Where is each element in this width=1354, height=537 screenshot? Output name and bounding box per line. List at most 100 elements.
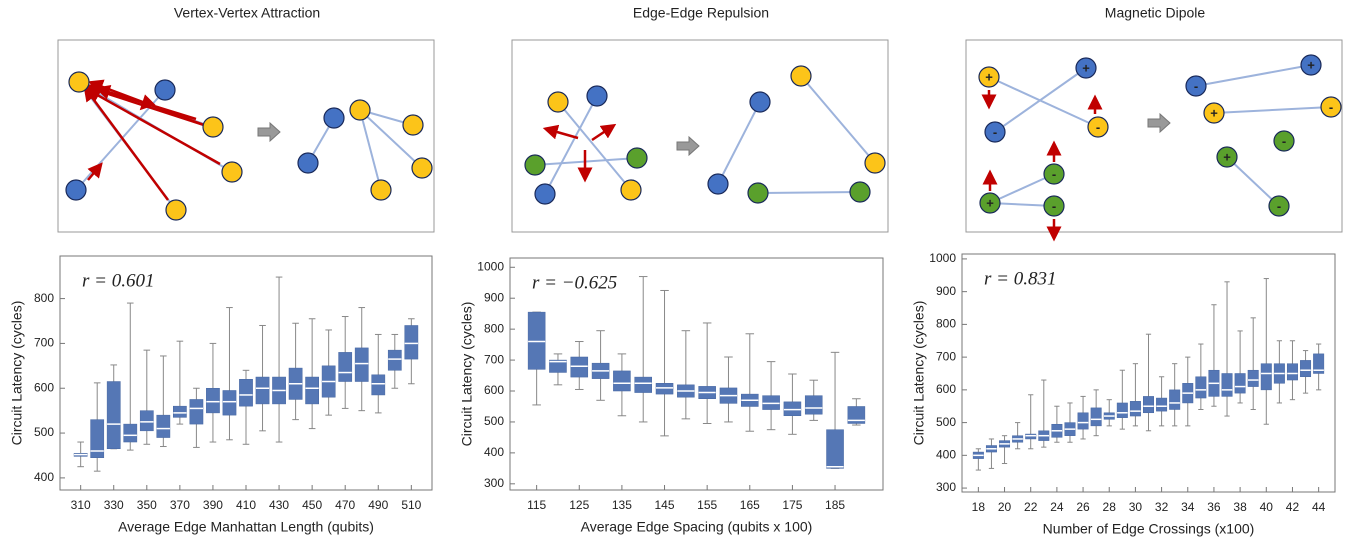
plot-frame: [509, 257, 884, 491]
y-tick-label: 600: [34, 380, 54, 394]
x-tick-label: 44: [1312, 500, 1326, 514]
node: [1273, 130, 1295, 152]
annotation: r = −0.625: [532, 272, 617, 293]
x-tick-label: 430: [269, 498, 289, 512]
box: [189, 399, 204, 425]
plot-frame: [961, 253, 1336, 493]
box: [404, 325, 419, 360]
node: [707, 173, 729, 195]
y-tick-label: 900: [484, 290, 504, 304]
node-sign: -: [1052, 198, 1056, 213]
node: [411, 157, 433, 179]
x-tick-label: 490: [368, 498, 388, 512]
edge: [544, 95, 598, 195]
node: [1320, 96, 1342, 118]
y-axis-label: Circuit Latency (cycles): [911, 301, 927, 446]
box: [123, 423, 138, 443]
node: [626, 147, 648, 169]
transition-arrow: [257, 121, 281, 143]
node: [165, 199, 187, 221]
x-tick-label: 135: [612, 498, 632, 512]
box: [371, 374, 386, 396]
y-tick-label: 900: [936, 284, 956, 298]
y-tick-label: 400: [34, 470, 54, 484]
x-tick-label: 42: [1286, 500, 1300, 514]
node-sign: +: [985, 69, 993, 84]
x-tick-label: 370: [170, 498, 190, 512]
box: [354, 347, 369, 382]
edge: [359, 109, 423, 169]
edge: [1226, 156, 1280, 207]
x-tick-label: 510: [401, 498, 421, 512]
edge: [989, 202, 1055, 207]
edge: [994, 67, 1087, 133]
box: [826, 429, 844, 469]
x-tick-label: 125: [569, 498, 589, 512]
x-tick-label: 32: [1155, 500, 1169, 514]
box: [549, 359, 567, 373]
box: [1025, 433, 1037, 440]
box: [139, 410, 154, 432]
force-arrow: [542, 124, 579, 140]
force-arrow: [85, 88, 221, 166]
node: [202, 116, 224, 138]
panel-title: Magnetic Dipole: [1105, 5, 1206, 21]
box: [239, 379, 253, 407]
transition-arrow: [1147, 112, 1171, 134]
x-tick-label: 450: [302, 498, 322, 512]
node: [1043, 195, 1065, 217]
y-tick-label: 400: [484, 445, 504, 459]
panel-title: Edge-Edge Repulsion: [633, 5, 769, 21]
node-sign: +: [1223, 149, 1231, 164]
edge: [557, 101, 632, 191]
node: [370, 179, 392, 201]
node: [534, 183, 556, 205]
edge: [1213, 106, 1332, 114]
box: [1169, 389, 1181, 410]
box: [1286, 363, 1298, 381]
y-tick-label: 1000: [477, 259, 504, 273]
edge: [989, 173, 1055, 204]
node: [1087, 116, 1109, 138]
y-tick-label: 800: [484, 321, 504, 335]
node-sign: -: [993, 124, 997, 139]
box: [655, 383, 674, 395]
y-tick-label: 700: [484, 352, 504, 366]
node: [978, 66, 1000, 88]
node: [65, 179, 87, 201]
y-tick-label: 1000: [929, 251, 956, 265]
x-tick-label: 40: [1260, 500, 1274, 514]
box: [570, 356, 589, 378]
node: [1268, 195, 1290, 217]
box: [613, 370, 631, 392]
box: [634, 376, 652, 393]
x-tick-label: 175: [782, 498, 802, 512]
node: [547, 91, 569, 113]
panel-title: Vertex-Vertex Attraction: [174, 5, 320, 21]
node: [747, 182, 769, 204]
x-tick-label: 165: [740, 498, 760, 512]
node: [1203, 102, 1225, 124]
x-tick-label: 155: [697, 498, 717, 512]
x-tick-label: 20: [998, 500, 1012, 514]
x-tick-label: 185: [825, 498, 845, 512]
x-tick-label: 26: [1076, 500, 1090, 514]
x-tick-label: 38: [1233, 500, 1247, 514]
y-tick-label: 300: [936, 480, 956, 494]
node-sign: -: [1282, 133, 1286, 148]
y-axis-label: Circuit Latency (cycles): [459, 302, 475, 447]
box: [1234, 373, 1246, 394]
node-sign: +: [1082, 60, 1090, 75]
edge: [757, 191, 861, 194]
box: [1313, 353, 1325, 374]
node: [849, 181, 871, 203]
box: [804, 395, 823, 415]
edge: [1195, 64, 1312, 87]
y-tick-label: 400: [936, 448, 956, 462]
box: [1221, 373, 1233, 397]
node: [1043, 163, 1065, 185]
x-tick-label: 390: [203, 498, 223, 512]
box: [1156, 397, 1168, 412]
y-axis-label: Circuit Latency (cycles): [9, 301, 25, 446]
force-arrow: [87, 162, 103, 181]
